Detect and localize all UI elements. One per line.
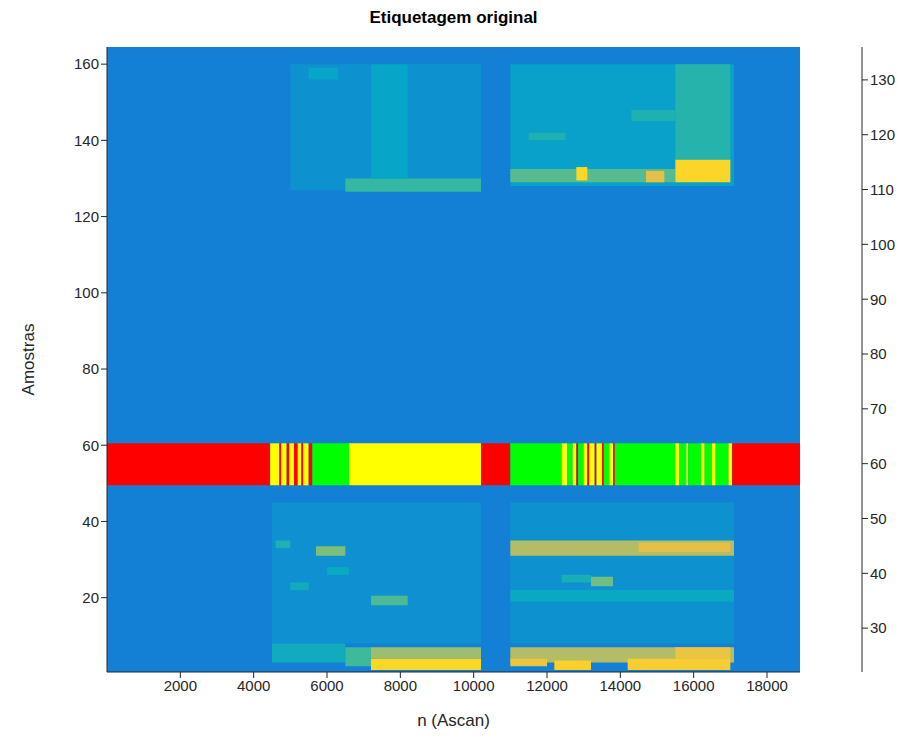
svg-text:40: 40 bbox=[870, 565, 887, 582]
svg-text:10000: 10000 bbox=[453, 677, 495, 694]
svg-text:18000: 18000 bbox=[746, 677, 788, 694]
svg-text:12000: 12000 bbox=[526, 677, 568, 694]
svg-text:14000: 14000 bbox=[599, 677, 641, 694]
svg-text:120: 120 bbox=[870, 126, 895, 143]
svg-text:90: 90 bbox=[870, 291, 887, 308]
svg-text:100: 100 bbox=[870, 236, 895, 253]
svg-text:70: 70 bbox=[870, 400, 887, 417]
svg-text:140: 140 bbox=[74, 132, 99, 149]
svg-text:100: 100 bbox=[74, 284, 99, 301]
svg-text:n (Ascan): n (Ascan) bbox=[417, 711, 490, 730]
svg-text:60: 60 bbox=[870, 455, 887, 472]
svg-text:60: 60 bbox=[82, 437, 99, 454]
html-text:Etiquetagem original: Etiquetagem original bbox=[369, 8, 538, 27]
svg-text:20: 20 bbox=[82, 589, 99, 606]
svg-text:8000: 8000 bbox=[384, 677, 417, 694]
svg-text:110: 110 bbox=[870, 181, 894, 198]
svg-text:120: 120 bbox=[74, 208, 99, 225]
svg-text:160: 160 bbox=[74, 55, 99, 72]
svg-text:130: 130 bbox=[870, 71, 895, 88]
svg-text:16000: 16000 bbox=[673, 677, 715, 694]
svg-text:80: 80 bbox=[82, 360, 99, 377]
svg-text:80: 80 bbox=[870, 345, 887, 362]
svg-text:6000: 6000 bbox=[310, 677, 343, 694]
svg-text:30: 30 bbox=[870, 619, 887, 636]
svg-text:2000: 2000 bbox=[164, 677, 197, 694]
svg-text:40: 40 bbox=[82, 513, 99, 530]
svg-text:50: 50 bbox=[870, 510, 887, 527]
svg-text:Amostras: Amostras bbox=[19, 324, 38, 396]
svg-text:4000: 4000 bbox=[237, 677, 270, 694]
